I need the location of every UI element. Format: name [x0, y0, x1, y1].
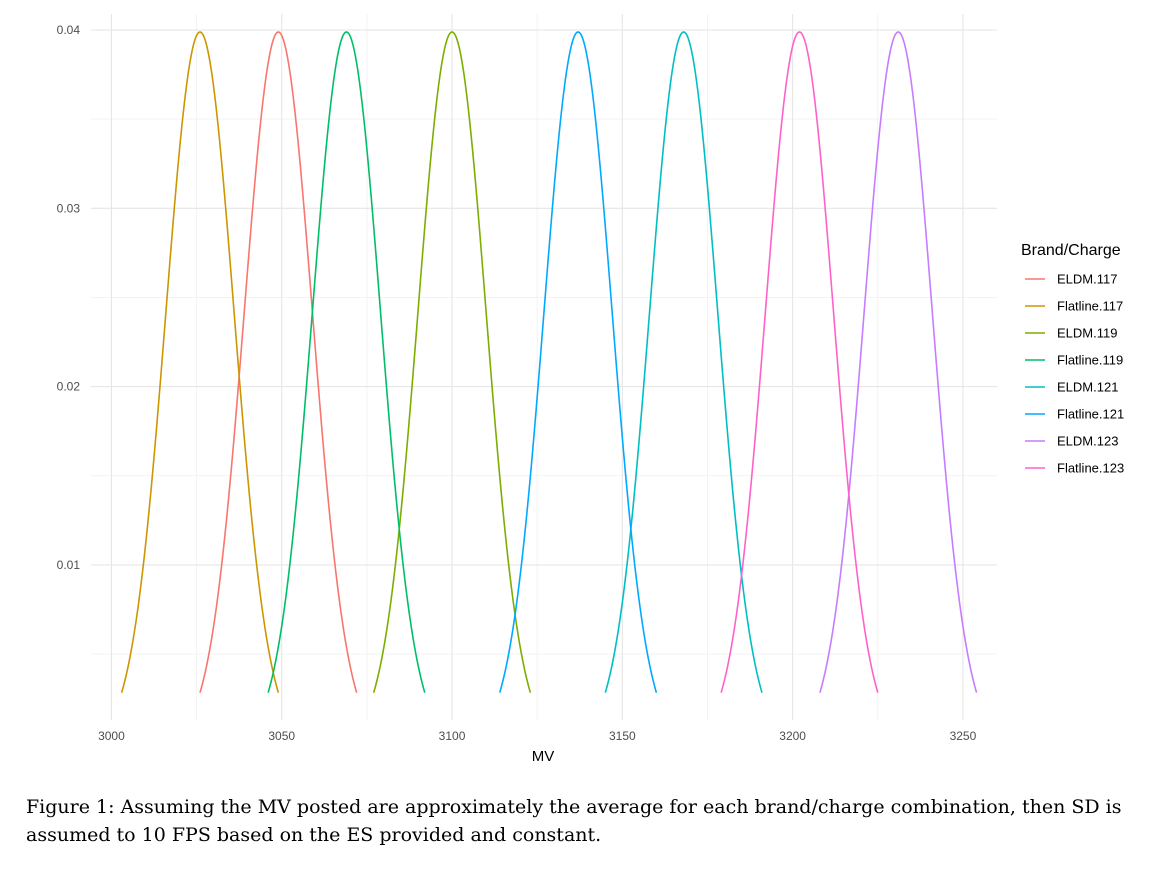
figure-caption: Figure 1: Assuming the MV posted are app…	[26, 793, 1156, 849]
y-tick-label: 0.04	[57, 23, 81, 37]
x-tick-label: 3200	[779, 729, 806, 743]
legend-label: Flatline.121	[1057, 407, 1124, 422]
x-tick-label: 3000	[98, 729, 125, 743]
legend-label: ELDM.123	[1057, 434, 1118, 449]
caption-text: Assuming the MV posted are approximately…	[26, 796, 1122, 846]
legend-title: Brand/Charge	[1021, 242, 1121, 259]
major-gridlines	[91, 14, 997, 720]
density-curve-ELDM.117	[199, 31, 358, 693]
density-curve-Flatline.123	[720, 31, 879, 693]
legend-label: Flatline.123	[1057, 461, 1124, 476]
density-chart: 0.01 0.02 0.03 0.04 3000 3050 3100 3150 3200 325…	[57, 14, 1124, 765]
legend: Brand/Charge ELDM.117 Flatline.117 ELDM.11…	[1021, 242, 1124, 476]
y-tick-label: 0.03	[57, 201, 81, 215]
density-curve-ELDM.121	[604, 31, 763, 693]
y-tick-label: 0.01	[57, 558, 81, 572]
legend-label: ELDM.119	[1057, 326, 1117, 341]
y-tick-label: 0.02	[57, 380, 81, 394]
y-axis-ticks: 0.01 0.02 0.03 0.04	[57, 23, 81, 572]
x-tick-label: 3250	[950, 729, 977, 743]
minor-gridlines	[91, 14, 997, 720]
x-tick-label: 3150	[609, 729, 636, 743]
legend-label: Flatline.119	[1057, 353, 1123, 368]
density-curve-Flatline.117	[120, 31, 280, 693]
legend-label: ELDM.121	[1057, 380, 1118, 395]
x-tick-label: 3100	[439, 729, 466, 743]
x-axis-ticks: 3000 3050 3100 3150 3200 3250	[98, 729, 977, 743]
density-curves	[120, 31, 978, 693]
legend-label: Flatline.117	[1057, 299, 1123, 314]
density-curve-ELDM.123	[819, 31, 978, 693]
density-curve-Flatline.119	[267, 31, 426, 693]
caption-label: Figure 1:	[26, 796, 115, 818]
legend-label: ELDM.117	[1057, 272, 1117, 287]
density-curve-Flatline.121	[498, 31, 658, 693]
x-axis-title: MV	[532, 748, 555, 765]
x-tick-label: 3050	[268, 729, 295, 743]
density-curve-ELDM.119	[372, 31, 532, 693]
